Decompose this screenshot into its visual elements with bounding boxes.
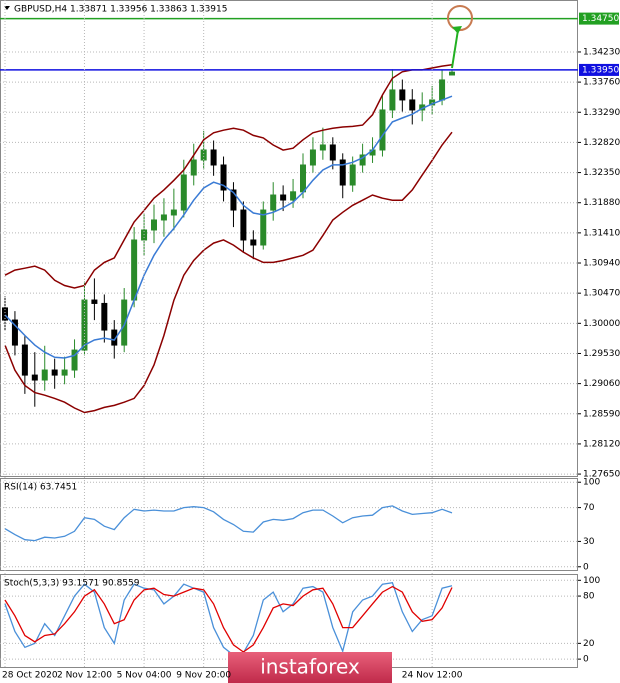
candle-body [200,149,207,161]
candle-body [210,149,217,166]
candle-body [260,209,267,246]
forecast-arrow [451,29,459,69]
y-tick-label: 1.33760 [583,78,620,88]
y-tick-label: 1.30470 [583,289,620,299]
y-tick-label: 0 [583,655,589,665]
plot-layer: 1.34230 1.33760 1.33290 1.32820 1.32350 1.318… [0,0,620,667]
series-line [4,95,453,359]
candle-body [190,159,197,176]
x-tick-label: 9 Nov 20:00 [176,671,231,681]
y-tick-label: 1.31880 [583,198,620,208]
candle-body [379,109,386,151]
y-tick-label: 1.28590 [583,409,620,419]
candle-body [280,194,287,201]
candle-body [31,374,38,381]
candle-body [409,99,416,111]
candle-body [2,307,8,321]
y-tick-label: 1.29530 [583,349,620,359]
y-tick-label: 1.30000 [583,319,620,329]
forecast-arrowhead [452,26,462,34]
candle-body [61,369,68,376]
candle-body [250,239,257,246]
level-label: 1.33950 [582,65,619,75]
series-line [4,131,453,414]
candle-body [41,369,48,381]
watermark-box [228,652,392,683]
x-tick-label: 5 Nov 04:00 [117,671,172,681]
rsi-panel-frame [0,478,578,571]
candle-body [71,349,78,371]
candle-body [439,79,446,101]
y-tick-label: 0 [583,562,589,572]
candle-body [230,189,237,211]
y-tick-label: 1.28120 [583,439,620,449]
y-tick-label: 1.30940 [583,259,620,269]
x-tick-label: 24 Nov 12:00 [402,671,463,681]
candle-body [290,191,297,201]
y-tick-label: 1.31410 [583,228,620,238]
candle-body [349,164,356,186]
y-tick-label: 1.32350 [583,168,620,178]
series-line [4,585,453,653]
candle-body [21,344,28,376]
y-tick-label: 80 [583,592,595,602]
level-label-box [579,12,619,25]
y-tick-label: 1.27650 [583,470,620,480]
candle-body [399,89,406,101]
candle-body [389,89,396,111]
level-label-box [579,63,619,76]
candle-body [319,144,326,151]
y-tick-label: 70 [583,503,595,513]
candle-body [11,319,18,346]
watermark: instaforex [260,655,360,679]
y-tick-label: 100 [583,478,600,488]
y-tick-label: 1.29060 [583,379,620,389]
candle-body [329,144,336,161]
candle-body [270,194,277,211]
candle-body [240,209,247,241]
candle-body [220,164,227,191]
candle-body [339,159,346,186]
panel-title: GBPUSD,H4 1.33871 1.33956 1.33863 1.3391… [14,5,227,15]
candle-body [101,302,108,331]
candle-body [91,299,98,304]
candle-body [300,164,306,193]
y-tick-label: 1.32820 [583,138,620,148]
candle-body [359,154,366,166]
candle-body [51,369,58,376]
panel-title: RSI(14) 63.7451 [4,483,77,493]
panel-title: Stoch(5,3,3) 93.1571 90.8559 [4,579,140,589]
y-tick-label: 1.34230 [583,47,620,57]
y-tick-label: 30 [583,537,595,547]
candle-body [121,299,128,346]
candle-body [151,219,157,231]
y-tick-label: 1.33290 [583,108,620,118]
candle-body [449,71,455,76]
x-tick-label: 2 Nov 12:00 [57,671,112,681]
candle-body [160,214,167,221]
series-line [4,64,453,289]
level-label: 1.34750 [582,14,619,24]
y-tick-label: 20 [583,639,595,649]
x-tick-label: 28 Oct 2020 [2,671,58,681]
main-panel-frame [0,0,578,477]
y-tick-label: 100 [583,576,600,586]
candle-body [170,209,177,216]
series-line [4,581,453,656]
candle-body [180,174,187,211]
candle-body [309,149,316,166]
series-line [4,505,453,542]
candle-body [131,239,138,301]
